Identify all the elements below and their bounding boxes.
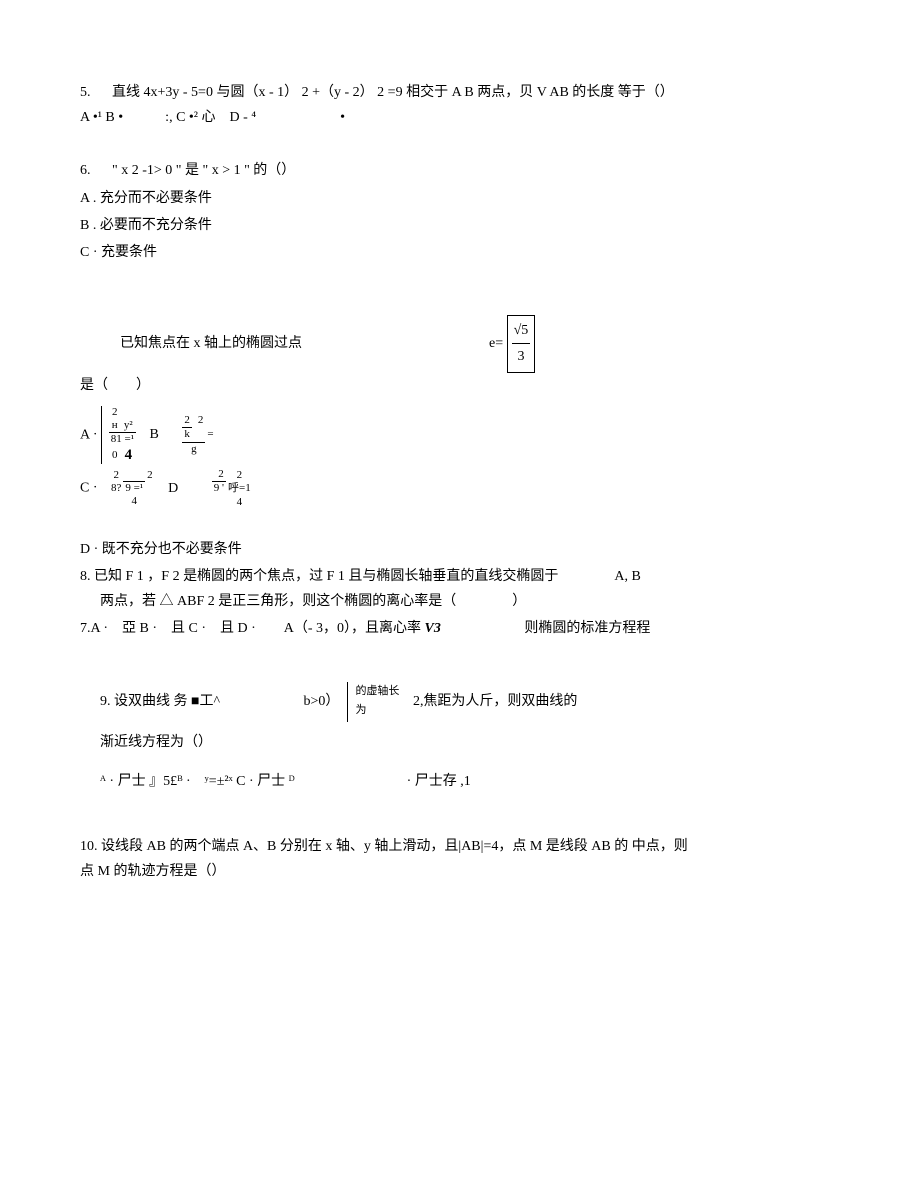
q5-options: A •¹ B • :, C •² 心 D - ⁴ • <box>80 105 840 130</box>
q6-text: 6. " x 2 -1> 0 " 是 " x > 1 " 的（） <box>80 158 840 183</box>
q9-bar-top: 的虚轴长 <box>355 682 399 702</box>
vertical-bar-icon <box>347 682 348 722</box>
q6-number: 6. <box>80 163 91 178</box>
q9-text2: 渐近线方程为（） <box>80 730 840 755</box>
q10-line1: 10. 设线段 AB 的两个端点 A、B 分别在 x 轴、y 轴上滑动，且|AB… <box>80 834 840 859</box>
q9-text1: 设双曲线 务 ■工^ <box>114 694 220 709</box>
q9-line1: 9. 设双曲线 务 ■工^ b>0） 的虚轴长 为 2,焦距为人斤，则双曲线的 <box>80 682 840 722</box>
q5-body: 直线 4x+3y - 5=0 与圆（x - 1） 2 +（y - 2） 2 =9… <box>94 85 674 100</box>
fracA: 2 нy² 81 =¹ 04 <box>101 406 136 465</box>
fracC: 22 8?9 =¹ 4 <box>101 469 155 509</box>
q10-text2: 点 M 的轨迹方程是（） <box>80 859 840 884</box>
q9-text-2: 2,焦距为人斤，则双曲线的 <box>403 694 578 709</box>
optC-label: C · <box>80 481 98 496</box>
question-8: 8. 已知 F 1 ，F 2 是椭圆的两个焦点，过 F 1 且与椭圆长轴垂直的直… <box>80 564 840 614</box>
fracD: 22 9 '呼=1 4 <box>182 468 253 509</box>
q9-bartext: 的虚轴长 为 <box>355 682 399 722</box>
sqrt-fraction: √5 3 <box>507 315 536 372</box>
optB-label: B <box>140 427 159 442</box>
q7A-text1: 7.A · 亞 B · 且 C · 且 D · A（- 3，0），且离心率 <box>80 621 421 636</box>
q5-text: 5. 直线 4x+3y - 5=0 与圆（x - 1） 2 +（y - 2） 2… <box>80 80 840 105</box>
q10-number: 10. <box>80 839 98 854</box>
fracB: 22 k= g <box>162 414 215 456</box>
q7A-v3: V3 <box>425 621 441 636</box>
e-label: e= <box>489 336 503 351</box>
q8-number: 8. <box>80 569 91 584</box>
question-5: 5. 直线 4x+3y - 5=0 与圆（x - 1） 2 +（y - 2） 2… <box>80 80 840 130</box>
question-9: 9. 设双曲线 务 ■工^ b>0） 的虚轴长 为 2,焦距为人斤，则双曲线的 … <box>80 682 840 794</box>
q5-number: 5. <box>80 85 91 100</box>
q8-line1: 8. 已知 F 1 ，F 2 是椭圆的两个焦点，过 F 1 且与椭圆长轴垂直的直… <box>80 564 840 589</box>
q9-number: 9. <box>80 694 111 709</box>
q9-options: ᴬ · 尸士 』5£ᴮ · ʸ=±²ˣ C · 尸士 ᴰ · 尸士存 ,1 <box>80 769 840 794</box>
q6-optC: C · 充要条件 <box>80 240 840 265</box>
q7mid-text1: 已知焦点在 x 轴上的椭圆过点 <box>80 336 302 351</box>
q8-text2: 两点，若 △ ABF 2 是正三角形，则这个椭圆的离心率是（ ） <box>80 589 840 614</box>
q6-optA: A . 充分而不必要条件 <box>80 186 840 211</box>
q8-text1: 已知 F 1 ，F 2 是椭圆的两个焦点，过 F 1 且与椭圆长轴垂直的直线交椭… <box>94 569 641 584</box>
question-7-middle: 已知焦点在 x 轴上的椭圆过点 e= √5 3 是（ ） A · 2 нy² 8… <box>80 315 840 509</box>
q7mid-text2: 是（ ） <box>80 373 840 398</box>
q9-b: b>0） <box>224 694 340 709</box>
q7mid-line1: 已知焦点在 x 轴上的椭圆过点 e= √5 3 <box>80 315 840 372</box>
q6-optB: B . 必要而不充分条件 <box>80 213 840 238</box>
q6-body: " x 2 -1> 0 " 是 " x > 1 " 的（） <box>94 163 295 178</box>
optA-label: A · <box>80 427 98 442</box>
q7A-text2: 则椭圆的标准方程程 <box>444 621 650 636</box>
q9-bar-bot: 为 <box>355 701 399 721</box>
qD-line: D · 既不充分也不必要条件 <box>80 537 840 562</box>
sqrt-den: 3 <box>515 344 526 369</box>
question-6: 6. " x 2 -1> 0 " 是 " x > 1 " 的（） A . 充分而… <box>80 158 840 265</box>
q10-text1: 设线段 AB 的两个端点 A、B 分别在 x 轴、y 轴上滑动，且|AB|=4，… <box>101 839 688 854</box>
q7A-line: 7.A · 亞 B · 且 C · 且 D · A（- 3，0），且离心率 V3… <box>80 616 840 641</box>
sqrt-num: √5 <box>512 318 531 344</box>
options-row-ab: A · 2 нy² 81 =¹ 04 B 22 k= g <box>80 406 840 465</box>
optD-label: D <box>158 481 178 496</box>
options-row-cd: C · 22 8?9 =¹ 4 D 22 9 '呼=1 4 <box>80 468 840 509</box>
question-10: 10. 设线段 AB 的两个端点 A、B 分别在 x 轴、y 轴上滑动，且|AB… <box>80 834 840 884</box>
